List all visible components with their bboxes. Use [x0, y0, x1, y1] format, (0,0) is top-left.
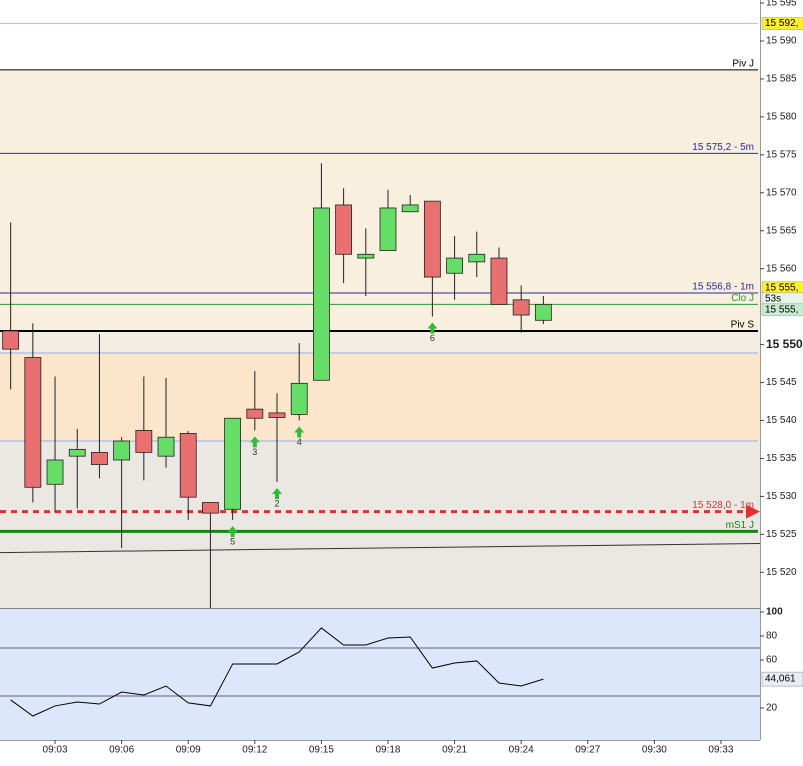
price-tag-label: 53s — [765, 293, 781, 304]
candle-body — [446, 257, 463, 274]
candle-body — [357, 253, 375, 259]
candle-body — [490, 257, 508, 305]
candle-body — [246, 408, 264, 419]
x-tick-label: 09:30 — [642, 745, 667, 756]
level-arrow — [746, 504, 760, 519]
y-tick-label: 15 580 — [766, 112, 797, 123]
y-tick-label: 15 570 — [766, 187, 797, 198]
osc-tag-label: 44,061 — [765, 674, 796, 685]
signal-label: 3 — [252, 447, 257, 457]
y-tick-label: 15 590 — [766, 36, 797, 47]
candle-body — [91, 451, 108, 465]
level-label: 15 575,2 - 5m — [692, 142, 754, 153]
x-tick-label: 09:03 — [43, 745, 68, 756]
x-tick-label: 09:12 — [242, 745, 267, 756]
level-label: 15 556,8 - 1m — [692, 282, 754, 293]
osc-line — [10, 627, 544, 717]
candle-body — [2, 330, 20, 350]
x-tick-label: 09:24 — [509, 745, 534, 756]
candle-body — [113, 440, 131, 461]
candle-body — [68, 448, 86, 457]
candle-body — [290, 382, 308, 415]
candle-body — [202, 502, 219, 514]
price-tag-label: 15 555, — [765, 304, 798, 315]
level-label: Piv J — [732, 58, 754, 69]
level-label: 15 528,0 - 1m — [692, 500, 754, 511]
candle-body — [24, 357, 42, 488]
level-label: mS1 J — [726, 520, 754, 531]
signal-label: 5 — [230, 536, 235, 546]
signal-arrow — [227, 525, 238, 537]
y-tick-label: 15 565 — [766, 225, 797, 236]
signal-label: 6 — [430, 333, 435, 343]
level-band — [0, 441, 760, 608]
signal-arrow — [294, 426, 305, 438]
candle-body — [401, 204, 419, 213]
signal-arrow — [427, 322, 438, 334]
candle-body — [135, 429, 153, 453]
osc-y-tick-label: 20 — [766, 703, 778, 714]
candle-body — [46, 459, 64, 485]
y-tick-label: 15 560 — [766, 263, 797, 274]
candle-body — [468, 253, 486, 263]
y-tick-label: 15 535 — [766, 453, 797, 464]
level-label: Piv S — [731, 320, 755, 331]
candle-body — [512, 299, 530, 316]
oscillator-panel-bg — [0, 609, 760, 740]
osc-tag — [761, 671, 803, 687]
candle-body — [379, 207, 397, 251]
y-tick-label: 15 530 — [766, 491, 797, 502]
x-tick-label: 09:33 — [708, 745, 733, 756]
price-tag-label: 15 592, — [765, 18, 798, 29]
y-tick-label: 15 545 — [766, 377, 797, 388]
candle-body — [335, 204, 352, 255]
y-tick-label: 15 585 — [766, 74, 797, 85]
candle-body — [313, 207, 330, 381]
candle-body — [423, 200, 441, 278]
x-tick-label: 09:15 — [309, 745, 334, 756]
signal-arrow — [272, 487, 283, 499]
x-tick-label: 09:27 — [575, 745, 600, 756]
level-band — [0, 330, 760, 353]
x-tick-label: 09:06 — [109, 745, 134, 756]
y-tick-label: 15 540 — [766, 415, 797, 426]
x-tick-label: 09:18 — [375, 745, 400, 756]
y-tick-label: 15 525 — [766, 529, 797, 540]
y-tick-label: 15 520 — [766, 567, 797, 578]
y-tick-label: 15 595 — [766, 0, 797, 9]
osc-y-tick-label: 60 — [766, 655, 778, 666]
level-band — [0, 69, 760, 331]
level-band — [0, 352, 760, 442]
x-tick-label: 09:21 — [442, 745, 467, 756]
trendline — [0, 542, 761, 554]
candle-body — [157, 436, 175, 457]
x-tick-label: 09:09 — [176, 745, 201, 756]
osc-y-tick-label: 80 — [766, 631, 778, 642]
candle-body — [179, 433, 197, 498]
signal-arrow — [249, 436, 260, 448]
osc-y-tick-label: 100 — [766, 607, 783, 618]
candle-body — [268, 412, 286, 418]
price-tag — [761, 303, 803, 317]
signal-label: 4 — [297, 437, 302, 447]
y-tick-label: 15 575 — [766, 149, 797, 160]
price-tag-label: 15 555, — [765, 282, 798, 293]
candle-body — [534, 303, 552, 321]
candle-body — [224, 417, 242, 510]
y-tick-label: 15 550 — [766, 337, 803, 351]
level-label: Clo J — [731, 293, 754, 304]
price-tag — [761, 17, 803, 30]
signal-label: 2 — [275, 498, 280, 508]
